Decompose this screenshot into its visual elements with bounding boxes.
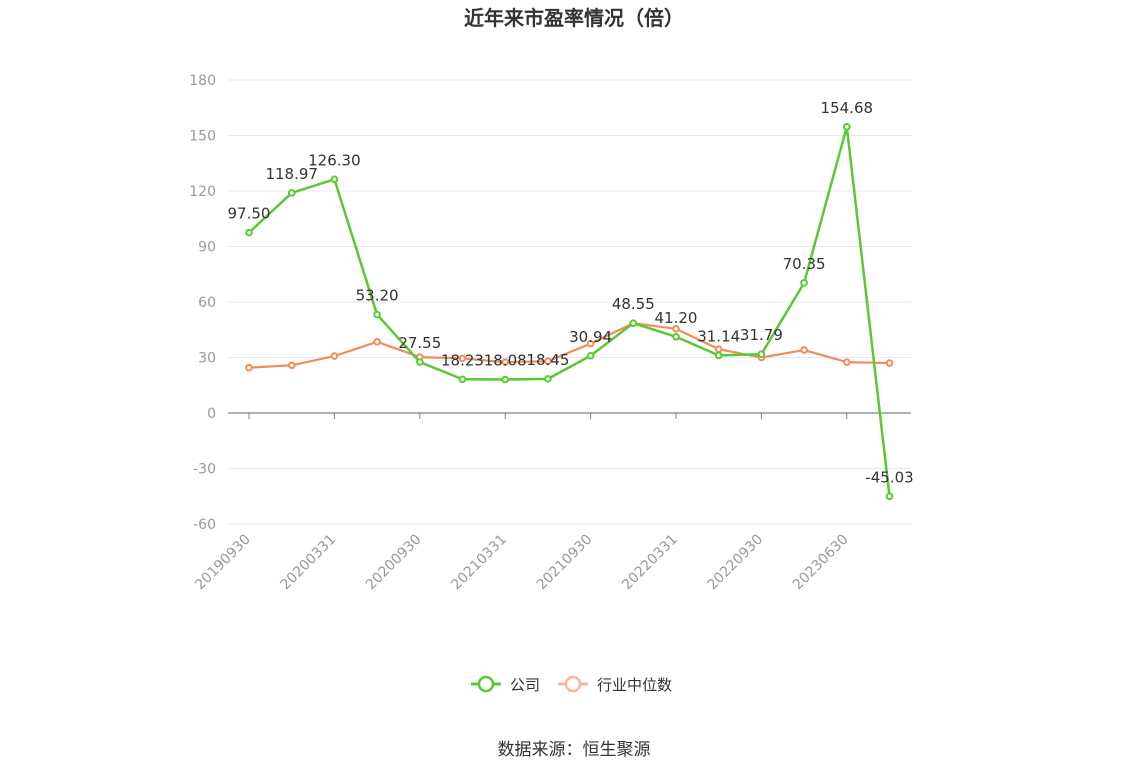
- y-tick-label: 150: [189, 129, 216, 145]
- y-tick-label: -60: [193, 517, 216, 533]
- industry-point: [714, 345, 723, 353]
- y-tick-label: 60: [198, 295, 216, 311]
- legend-item-company[interactable]: 公司: [471, 675, 540, 694]
- x-tick-label: 20200331: [278, 532, 340, 594]
- data-label: 97.50: [228, 205, 271, 223]
- industry-point: [458, 354, 467, 363]
- data-label: 31.79: [740, 326, 783, 344]
- grid-lines: [228, 79, 911, 525]
- company-point: [373, 310, 381, 319]
- data-label: 48.55: [612, 295, 655, 313]
- industry-point: [287, 361, 296, 370]
- industry-point: [885, 359, 894, 367]
- x-tick-label: 20230630: [790, 532, 852, 594]
- data-label: 41.20: [655, 309, 698, 327]
- legend-industry-marker: [564, 675, 582, 693]
- data-label: 31.14: [697, 327, 740, 345]
- x-tick-label: 20210930: [534, 532, 596, 594]
- company-line: [248, 125, 891, 497]
- data-label: 30.94: [569, 328, 612, 346]
- chart-title: 近年来市盈率情况（倍）: [464, 6, 684, 30]
- company-point: [458, 375, 467, 384]
- company-point: [330, 175, 339, 184]
- legend-company-label: 公司: [510, 676, 540, 694]
- industry-point: [501, 358, 510, 366]
- x-tick-label: 20190930: [192, 532, 254, 594]
- data-label: 18.23: [441, 351, 484, 369]
- company-point: [714, 351, 723, 360]
- company-point: [586, 351, 595, 360]
- data-label: -45.03: [865, 468, 913, 486]
- legend-item-industry[interactable]: 行业中位数: [558, 675, 672, 694]
- company-point: [629, 319, 638, 327]
- y-tick-label: 30: [198, 351, 216, 367]
- company-point: [757, 350, 766, 358]
- x-tick-label: 20220930: [705, 532, 767, 594]
- data-label: 27.55: [398, 334, 441, 352]
- data-label: 118.97: [265, 165, 318, 183]
- industry-point: [800, 346, 808, 354]
- industry-point: [586, 339, 595, 348]
- legend: 公司 行业中位数: [471, 675, 672, 694]
- company-point: [800, 279, 808, 287]
- data-source-note: 数据来源：恒生聚源: [498, 740, 651, 760]
- company-point: [287, 189, 296, 197]
- company-point: [416, 358, 424, 366]
- data-label: 126.30: [308, 151, 361, 169]
- legend-industry-label: 行业中位数: [597, 676, 672, 694]
- company-point: [885, 492, 894, 501]
- y-tick-label: 90: [198, 240, 216, 256]
- y-axis: -60 -30 0 30 60 90 120 150 180: [189, 73, 216, 533]
- industry-point: [843, 358, 851, 366]
- x-tick-label: 20200930: [363, 532, 425, 594]
- data-label: 154.68: [821, 99, 874, 117]
- industry-point: [544, 357, 552, 366]
- company-point: [672, 332, 680, 341]
- company-point: [843, 123, 851, 131]
- industry-point: [330, 352, 339, 360]
- company-point: [501, 375, 510, 384]
- legend-company-marker: [477, 675, 495, 693]
- x-tick-label: 20220331: [619, 532, 681, 594]
- company-point: [245, 228, 253, 237]
- data-label: 70.35: [783, 255, 826, 273]
- series-group: [245, 123, 894, 501]
- y-tick-label: 120: [189, 184, 216, 200]
- data-label: 53.20: [356, 287, 399, 305]
- industry-line: [248, 322, 890, 369]
- y-tick-label: 0: [207, 406, 216, 422]
- industry-point: [373, 337, 381, 346]
- data-label: 18.08: [484, 352, 527, 370]
- industry-point: [672, 325, 680, 333]
- industry-point: [245, 363, 253, 372]
- y-tick-label: -30: [193, 462, 216, 478]
- company-point: [544, 375, 552, 383]
- x-axis: 20190930 20200331 20200930 20210331 20210930…: [192, 412, 911, 594]
- y-tick-label: 180: [189, 73, 216, 89]
- x-tick-label: 20210331: [448, 532, 510, 594]
- data-label: 18.45: [526, 351, 569, 369]
